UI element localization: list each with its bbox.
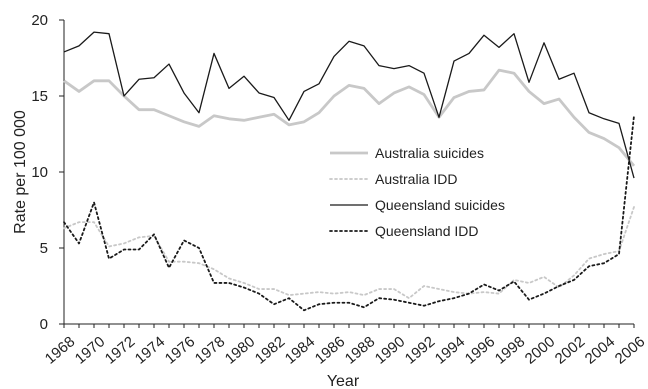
y-tick-label: 15	[31, 88, 48, 105]
x-tick-label: 1972	[102, 333, 138, 367]
legend-label: Australia IDD	[375, 171, 457, 187]
x-tick-label: 1988	[342, 333, 378, 367]
x-tick-label: 1984	[282, 333, 318, 367]
y-tick-label: 20	[31, 12, 48, 29]
x-tick-label: 1974	[132, 333, 168, 367]
x-axis-ticks: 1968197019721974197619781980198219841986…	[42, 324, 648, 368]
x-tick-label: 2004	[582, 333, 618, 367]
x-tick-label: 2006	[612, 333, 648, 367]
x-tick-label: 1998	[492, 333, 528, 367]
x-tick-label: 1968	[42, 333, 78, 367]
legend-label: Queensland IDD	[375, 223, 479, 239]
series-line-australia-suicides	[63, 68, 636, 167]
x-tick-label: 1980	[222, 333, 258, 367]
series-line-queensland-suicides	[63, 31, 635, 179]
x-tick-label: 1982	[252, 333, 288, 367]
legend: Australia suicides Australia IDD Queenslan…	[329, 145, 505, 239]
x-tick-label: 2002	[552, 333, 588, 367]
y-axis-ticks: 0 5 10 15 20	[31, 12, 64, 333]
y-tick-label: 0	[40, 316, 48, 333]
x-tick-label: 2000	[522, 333, 558, 367]
series-line-queensland-idd	[63, 114, 635, 312]
x-tick-label: 1970	[72, 333, 108, 367]
x-tick-label: 1992	[402, 333, 438, 367]
series-lines	[63, 31, 636, 312]
series-line-australia-idd	[63, 206, 635, 300]
x-tick-label: 1978	[192, 333, 228, 367]
x-axis-title: Year	[327, 373, 360, 389]
y-tick-label: 10	[31, 164, 48, 181]
y-tick-label: 5	[40, 240, 48, 257]
legend-label: Australia suicides	[375, 145, 484, 161]
x-tick-label: 1990	[372, 333, 408, 367]
x-tick-label: 1994	[432, 333, 468, 367]
x-tick-label: 1996	[462, 333, 498, 367]
y-axis-title: Rate per 100 000	[12, 110, 29, 234]
x-tick-label: 1986	[312, 333, 348, 367]
x-tick-label: 1976	[162, 333, 198, 367]
legend-label: Queensland suicides	[375, 197, 505, 213]
